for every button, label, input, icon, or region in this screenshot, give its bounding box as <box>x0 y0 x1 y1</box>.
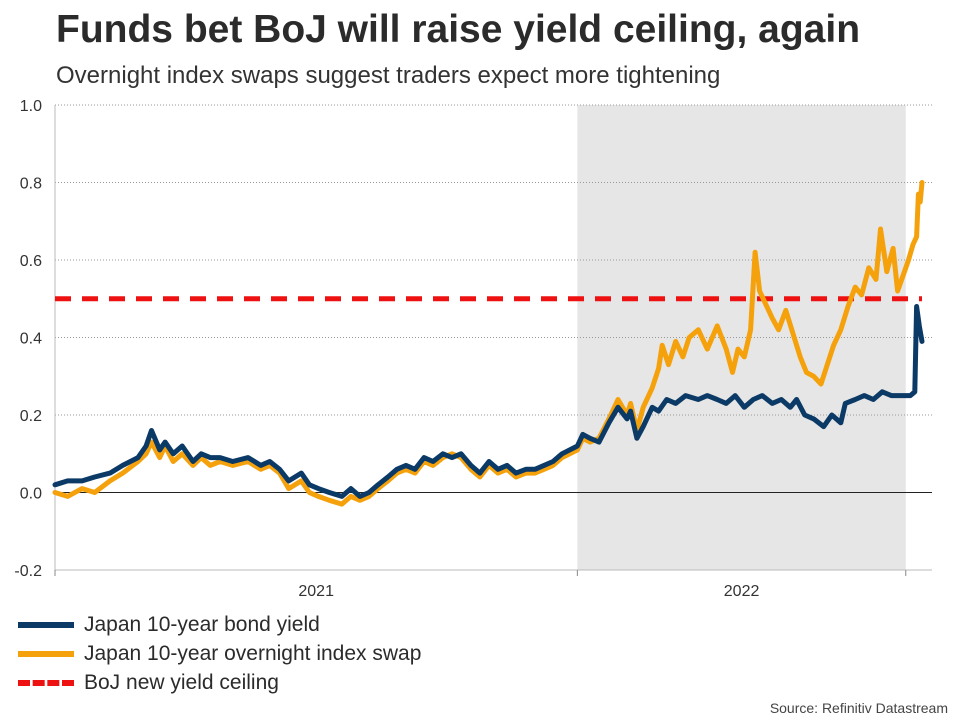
y-tick-label: 1.0 <box>20 98 42 115</box>
x-tick-label: 2022 <box>724 583 760 600</box>
series-line-bond-yield <box>52 304 925 499</box>
y-tick-label: 0.0 <box>20 486 42 503</box>
y-tick-label: 0.8 <box>20 176 42 193</box>
legend-swatch-yield-ceiling <box>18 679 74 686</box>
chart-title: Funds bet BoJ will raise yield ceiling, … <box>56 8 861 51</box>
legend-item-yield-ceiling: BoJ new yield ceiling <box>18 668 421 697</box>
y-axis: -0.2 0.0 0.2 0.4 0.6 0.8 1.0 <box>14 98 56 580</box>
series-lines <box>52 180 925 507</box>
chart-subtitle: Overnight index swaps suggest traders ex… <box>56 62 721 89</box>
legend: Japan 10-year bond yield Japan 10-year o… <box>18 610 421 697</box>
legend-label: Japan 10-year bond yield <box>84 612 320 636</box>
legend-label: BoJ new yield ceiling <box>84 670 279 694</box>
legend-item-bond-yield: Japan 10-year bond yield <box>18 610 421 639</box>
y-tick-label: 0.6 <box>20 253 42 270</box>
legend-item-ois: Japan 10-year overnight index swap <box>18 639 421 668</box>
y-tick-label: -0.2 <box>14 563 42 580</box>
legend-swatch-bond-yield <box>18 621 74 628</box>
y-tick-label: 0.2 <box>20 408 42 425</box>
legend-label: Japan 10-year overnight index swap <box>84 641 422 665</box>
y-tick-label: 0.4 <box>20 331 42 348</box>
x-tick-label: 2021 <box>298 583 334 600</box>
line-chart: -0.2 0.0 0.2 0.4 0.6 0.8 1.0 2021 2022 <box>14 98 932 600</box>
legend-swatch-ois <box>18 650 74 657</box>
x-axis: 2021 2022 <box>54 569 932 600</box>
source-note: Source: Refinitiv Datastream <box>769 700 948 716</box>
